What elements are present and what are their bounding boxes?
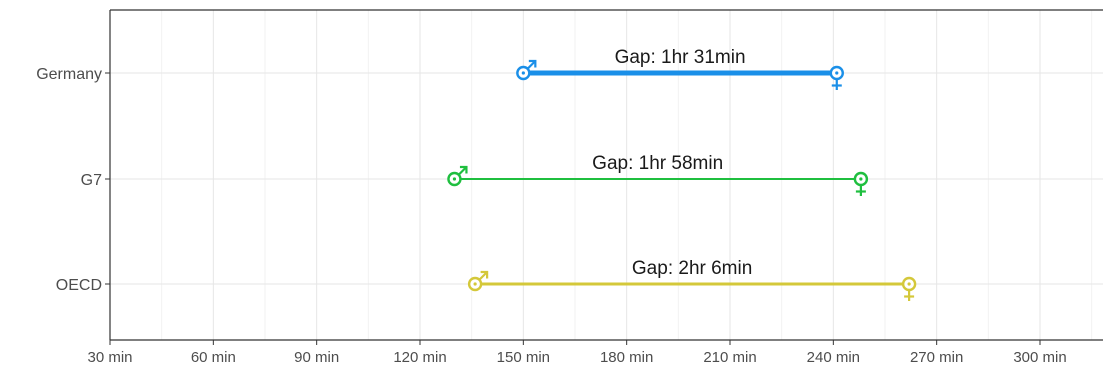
labels: Gap: 1hr 31min Gap: 1hr 58min Gap: 2hr 6mi… (592, 47, 752, 279)
x-tick-label: 270 min (910, 349, 963, 366)
x-tick-label: 180 min (600, 349, 653, 366)
male-marker-arrow-head (459, 165, 468, 174)
x-tick-label: 60 min (191, 349, 236, 366)
male-marker-arrow-shaft (527, 60, 537, 70)
male-marker-dot (452, 177, 457, 181)
x-tick-label: 240 min (807, 349, 860, 366)
male-marker-arrow-shaft (478, 271, 488, 281)
female-marker (829, 65, 844, 90)
female-marker-dot (859, 177, 863, 181)
plot-background (110, 10, 1103, 340)
male-marker (447, 165, 468, 187)
x-tick-label: 120 min (393, 349, 446, 366)
y-category-label: OECD (56, 277, 102, 294)
male-marker-dot (521, 71, 525, 75)
gap-label-oecd: Gap: 2hr 6min (632, 258, 752, 279)
x-tick-label: 150 min (497, 349, 550, 366)
male-marker (516, 59, 537, 81)
gap-label-germany: Gap: 1hr 31min (615, 47, 746, 68)
female-marker-dot (907, 282, 911, 286)
female-marker (901, 276, 917, 301)
female-marker (853, 171, 869, 196)
axes: 30 min 60 min 90 min 120 min 150 min 180 min 2… (36, 9, 1103, 366)
male-marker-arrow-head (480, 270, 489, 279)
male-marker-dot (473, 282, 477, 286)
male-marker-arrow-shaft (458, 166, 468, 176)
gridlines (109, 10, 1103, 340)
y-category-label: Germany (36, 66, 102, 83)
data-marks (447, 59, 917, 301)
y-category-label: G7 (81, 172, 102, 189)
x-tick-label: 210 min (703, 349, 756, 366)
gap-label-g7: Gap: 1hr 58min (592, 153, 723, 174)
female-marker-dot (835, 71, 839, 75)
male-marker (467, 270, 489, 292)
x-tick-label: 300 min (1013, 349, 1066, 366)
x-tick-label: 90 min (294, 349, 339, 366)
male-marker-arrow-head (528, 59, 537, 68)
x-tick-label: 30 min (87, 349, 132, 366)
